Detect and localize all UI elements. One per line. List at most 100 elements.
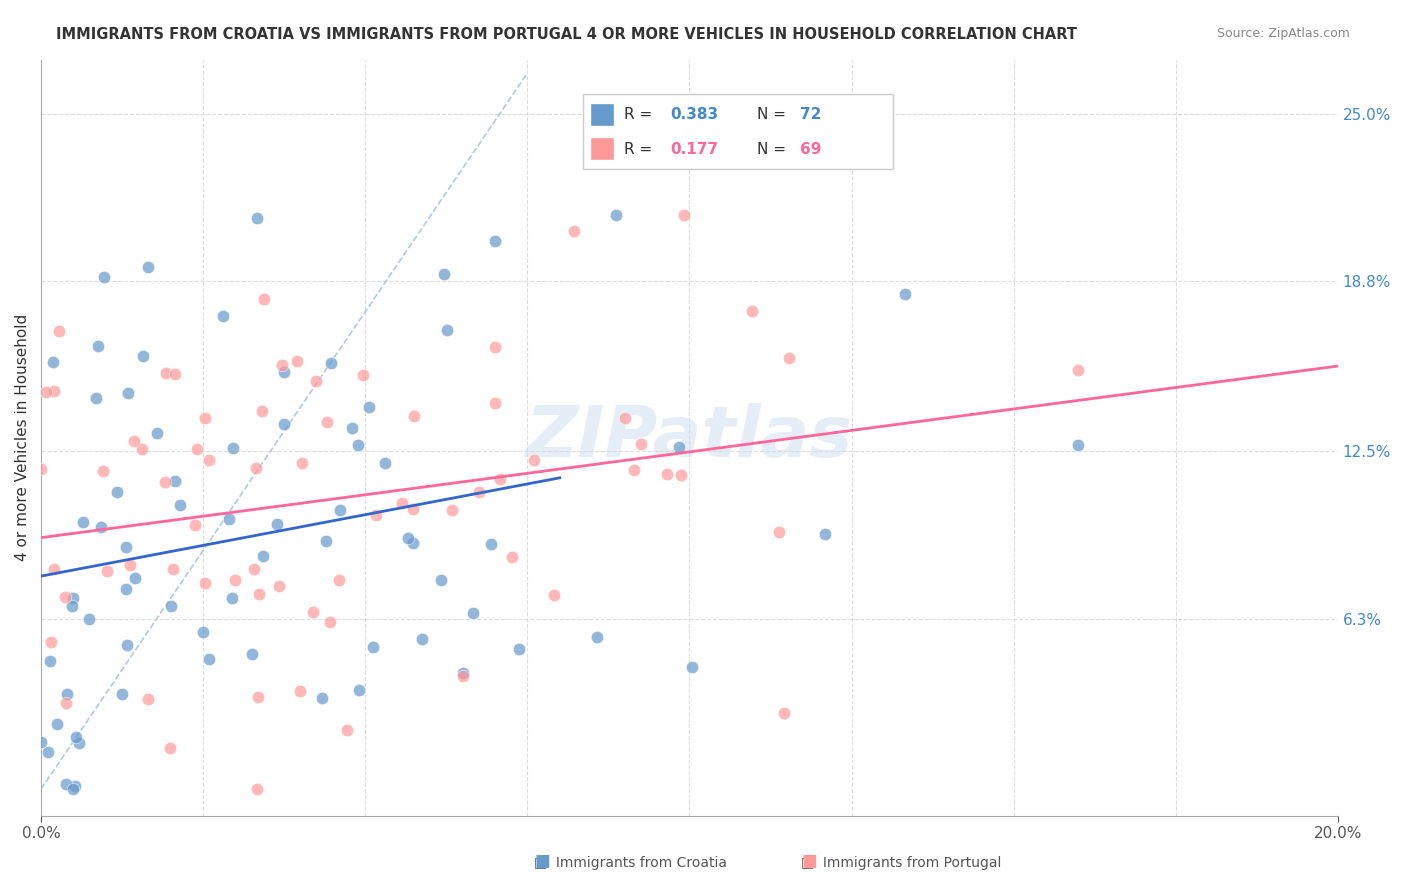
Point <box>328 573 350 587</box>
Point <box>160 599 183 614</box>
Point <box>222 441 245 455</box>
Text: ■: ■ <box>801 852 817 870</box>
FancyBboxPatch shape <box>589 103 614 126</box>
Point <box>484 234 506 248</box>
Point <box>357 400 380 414</box>
Point <box>270 358 292 372</box>
Point <box>315 415 337 429</box>
Point <box>623 463 645 477</box>
Text: R =: R = <box>624 142 657 156</box>
Point <box>543 589 565 603</box>
Point <box>115 638 138 652</box>
Point <box>347 437 370 451</box>
Point <box>436 323 458 337</box>
Point <box>39 635 62 649</box>
Point <box>433 267 456 281</box>
Point <box>273 417 295 432</box>
Point <box>163 368 186 382</box>
Point <box>245 461 267 475</box>
Point <box>484 340 506 354</box>
Point <box>311 691 333 706</box>
Point <box>336 723 359 737</box>
Point <box>402 501 425 516</box>
Point <box>60 599 83 613</box>
Point <box>768 524 790 539</box>
Point <box>451 666 474 681</box>
Point <box>162 562 184 576</box>
Point <box>120 558 142 573</box>
Point <box>304 374 326 388</box>
Point <box>605 208 627 222</box>
Point <box>62 781 84 796</box>
Point <box>1067 438 1090 452</box>
Point <box>411 632 433 647</box>
Point <box>198 453 221 467</box>
Point <box>318 615 340 629</box>
Point <box>352 368 374 383</box>
Point <box>37 745 59 759</box>
Point <box>93 270 115 285</box>
Point <box>269 579 291 593</box>
Point <box>114 541 136 555</box>
Point <box>501 550 523 565</box>
Point <box>87 339 110 353</box>
Point <box>221 591 243 606</box>
Point <box>657 467 679 482</box>
Point <box>672 208 695 222</box>
FancyBboxPatch shape <box>589 136 614 160</box>
Point <box>564 223 586 237</box>
Point <box>489 472 512 486</box>
Point <box>55 687 77 701</box>
Point <box>46 717 69 731</box>
Point <box>42 562 65 576</box>
Text: R =: R = <box>624 107 657 122</box>
Point <box>302 605 325 619</box>
Point <box>814 526 837 541</box>
Point <box>186 442 208 457</box>
Point <box>96 564 118 578</box>
Point <box>132 349 155 363</box>
Text: Source: ZipAtlas.com: Source: ZipAtlas.com <box>1216 27 1350 40</box>
Point <box>65 731 87 745</box>
Point <box>124 434 146 448</box>
Point <box>396 531 419 545</box>
Text: N =: N = <box>756 107 790 122</box>
Point <box>194 576 217 591</box>
Point <box>163 475 186 489</box>
Point <box>586 630 609 644</box>
Point <box>90 520 112 534</box>
Point <box>347 682 370 697</box>
Point <box>218 512 240 526</box>
Point <box>136 691 159 706</box>
Point <box>194 411 217 425</box>
Point <box>124 571 146 585</box>
Point <box>110 687 132 701</box>
Point <box>245 211 267 225</box>
Point <box>468 484 491 499</box>
Point <box>91 464 114 478</box>
Point <box>53 591 76 605</box>
Point <box>374 456 396 470</box>
Point <box>894 286 917 301</box>
Point <box>319 355 342 369</box>
Point <box>72 515 94 529</box>
Text: ZIPatlas: ZIPatlas <box>526 403 853 472</box>
Point <box>159 740 181 755</box>
Point <box>62 591 84 605</box>
Text: ■: ■ <box>534 852 550 870</box>
Point <box>153 475 176 489</box>
Point <box>105 485 128 500</box>
Point <box>329 503 352 517</box>
Point <box>246 781 269 796</box>
Point <box>84 391 107 405</box>
Point <box>285 354 308 368</box>
Text: 0.177: 0.177 <box>671 142 718 156</box>
Point <box>39 654 62 668</box>
Point <box>67 736 90 750</box>
Point <box>55 696 77 710</box>
Point <box>79 612 101 626</box>
Y-axis label: 4 or more Vehicles in Household: 4 or more Vehicles in Household <box>15 314 30 561</box>
Point <box>42 384 65 398</box>
Point <box>451 669 474 683</box>
Point <box>273 365 295 379</box>
